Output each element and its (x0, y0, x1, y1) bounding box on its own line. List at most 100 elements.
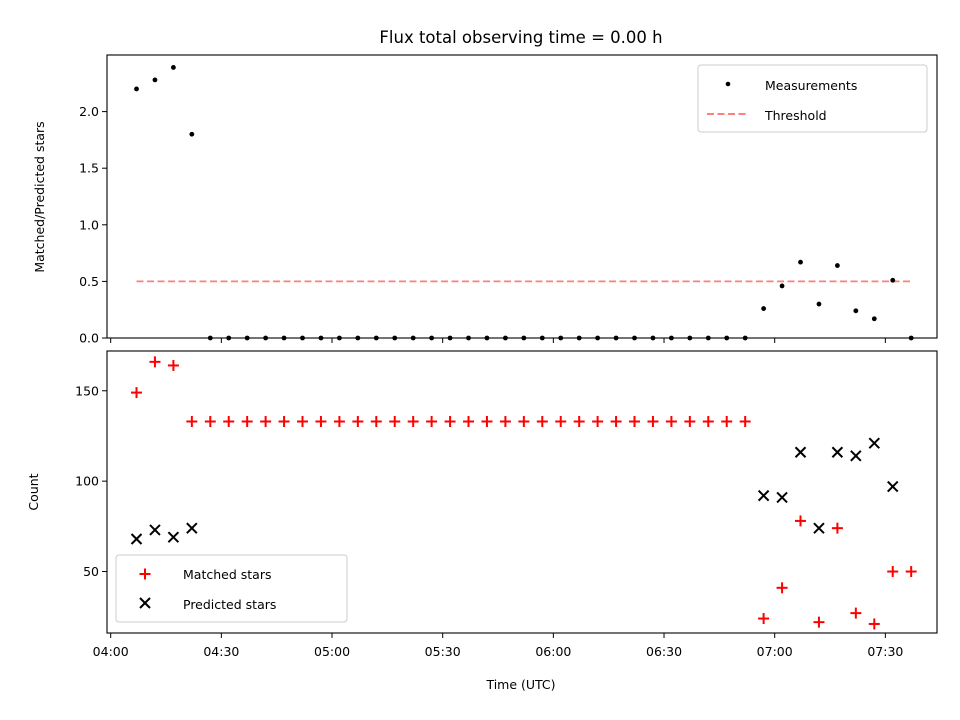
measurement-point (189, 131, 195, 137)
matched-star-point (260, 416, 272, 427)
matched-star-point (167, 359, 179, 371)
measurement-point (761, 306, 767, 311)
matched-star-point (444, 416, 456, 427)
matched-star-point (905, 566, 917, 578)
matched-star-point (278, 416, 290, 427)
measurement-point (503, 335, 508, 341)
top-y-tick-label: 0.5 (79, 274, 99, 289)
measurement-point (779, 283, 785, 289)
legend-predicted-label: Predicted stars (183, 597, 276, 612)
matched-star-point (297, 416, 309, 427)
legend-measurements-label: Measurements (765, 78, 857, 93)
measurement-point (908, 335, 914, 341)
matched-star-point (333, 416, 345, 427)
measurement-point (558, 335, 564, 341)
matched-star-point (647, 416, 659, 427)
top-legend: Measurements Threshold (697, 64, 928, 133)
measurement-point (835, 263, 840, 268)
predicted-star-point (868, 437, 880, 449)
matched-star-point (721, 416, 733, 427)
matched-star-point (481, 416, 493, 427)
bottom-x-axis: 04:00 04:30 05:00 05:30 06:00 06:30 07:00 07:30 (93, 633, 903, 659)
matched-star-point (665, 416, 677, 427)
matched-star-point (186, 416, 198, 427)
measurement-point (373, 335, 379, 341)
measurement-point (207, 335, 213, 341)
measurement-point (595, 335, 601, 341)
measurement-point (410, 335, 416, 341)
bottom-y-tick-label: 100 (75, 474, 99, 489)
measurement-point (724, 335, 730, 341)
chart-title: Flux total observing time = 0.00 h (379, 28, 662, 47)
measurement-point (669, 335, 674, 341)
bottom-plot-frame (106, 350, 938, 634)
legend-matched-marker (139, 568, 151, 580)
top-y-axis-label: Matched/Predicted stars (32, 121, 47, 272)
bottom-y-tick-label: 150 (75, 383, 99, 398)
top-y-tick-label: 0.0 (79, 331, 99, 346)
measurement-point (392, 335, 398, 341)
measurement-point (226, 335, 232, 341)
matched-star-point (629, 416, 641, 427)
predicted-star-point (167, 531, 180, 543)
top-x-axis (110, 338, 886, 343)
matched-star-point (389, 416, 401, 427)
measurement-point (447, 335, 453, 341)
measurement-point (171, 65, 176, 70)
top-plot-area (134, 65, 914, 341)
bottom-x-tick-label: 06:30 (646, 644, 682, 659)
matched-star-point (463, 416, 475, 427)
matched-star-point (795, 515, 807, 527)
measurement-point (281, 335, 287, 341)
top-legend-frame (697, 64, 928, 133)
legend-predicted-marker (139, 597, 151, 609)
matched-star-point (131, 387, 143, 399)
measurement-point (539, 335, 545, 341)
matched-star-point (499, 416, 511, 427)
measurement-point (337, 335, 342, 341)
measurement-point (871, 316, 877, 322)
matched-star-point (831, 522, 843, 534)
matched-star-point (868, 618, 880, 630)
measurement-point (687, 335, 693, 341)
top-y-axis: 0.0 0.5 1.0 1.5 2.0 (79, 104, 107, 346)
measurement-point (300, 335, 305, 341)
measurement-point (318, 335, 324, 341)
predicted-star-point (887, 480, 899, 493)
bottom-legend: Matched stars Predicted stars (115, 554, 348, 623)
matched-star-point (702, 416, 714, 427)
bottom-x-tick-label: 04:00 (93, 644, 129, 659)
matched-star-point (315, 416, 327, 427)
predicted-star-point (831, 446, 844, 458)
top-y-tick-label: 1.0 (79, 217, 99, 232)
matched-star-point (426, 416, 438, 427)
measurement-point (244, 335, 250, 341)
bottom-y-axis: 50 100 150 (75, 383, 107, 579)
measurement-point (816, 301, 822, 307)
matched-star-point (850, 607, 862, 619)
measurement-point (466, 335, 471, 341)
matched-star-point (739, 416, 751, 427)
measurement-point (576, 335, 582, 341)
bottom-legend-frame (115, 554, 348, 623)
top-y-tick-label: 2.0 (79, 104, 99, 119)
bottom-x-tick-label: 07:30 (867, 644, 903, 659)
measurement-point (613, 335, 619, 341)
predicted-star-point (776, 491, 788, 504)
legend-measurements-marker (725, 81, 731, 87)
matched-star-point (592, 416, 604, 427)
matched-star-point (610, 416, 622, 427)
measurement-point (521, 335, 527, 341)
matched-star-point (684, 416, 696, 427)
matched-star-point (536, 416, 548, 427)
predicted-star-point (813, 522, 825, 534)
bottom-x-tick-label: 05:30 (425, 644, 461, 659)
measurement-point (705, 335, 711, 341)
matched-star-point (555, 416, 567, 427)
matched-star-point (407, 416, 419, 427)
bottom-y-tick-label: 50 (83, 564, 99, 579)
predicted-star-point (130, 533, 143, 545)
measurement-point (742, 335, 748, 341)
measurement-point (798, 259, 803, 265)
